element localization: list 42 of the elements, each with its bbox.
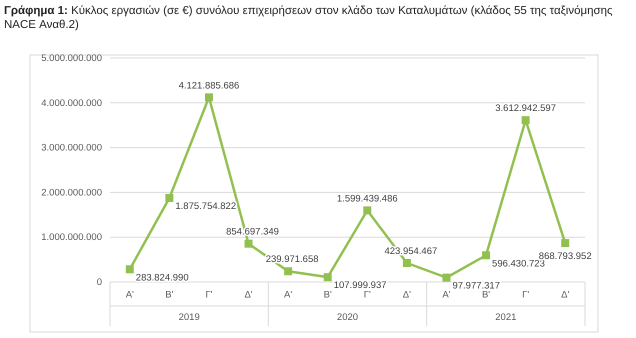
text: 2020 <box>336 312 358 323</box>
data-label: 596.430.723 <box>492 258 545 270</box>
y-tick-label: 4.000.000.000 <box>41 98 102 109</box>
point <box>244 240 253 248</box>
data-label: 1.599.439.486 <box>336 193 398 204</box>
x-tick-label: Γ' <box>522 290 530 301</box>
x-tick-label: Α' <box>442 290 451 301</box>
y-tick-label: 5.000.000.000 <box>41 53 102 64</box>
point <box>126 265 134 274</box>
point <box>204 93 213 102</box>
x-tick-label: Α' <box>126 290 134 301</box>
data-label: 4.121.885.686 <box>178 80 240 92</box>
y-tick-label: 1.000.000.000 <box>41 232 102 244</box>
data-label: 283.824.990 <box>136 272 189 284</box>
text: 2021 <box>495 312 516 323</box>
x-tick-label: Γ' <box>205 290 213 301</box>
x-tick-label: Δ' <box>402 290 412 301</box>
text: 2019 <box>178 312 200 323</box>
x-tick-label: Β' <box>324 290 332 301</box>
point <box>561 239 570 248</box>
data-label: 3.612.942.597 <box>495 103 556 114</box>
x-tick-label: Γ' <box>364 290 371 301</box>
y-tick-label: 2.000.000.000 <box>41 187 102 198</box>
point <box>363 206 372 214</box>
point <box>165 194 174 202</box>
point <box>324 273 332 282</box>
point <box>522 116 530 124</box>
data-label: 1.875.754.822 <box>175 200 236 212</box>
x-tick-label: Δ' <box>561 290 570 301</box>
y-tick-label: 0 <box>96 277 102 288</box>
x-tick-label: Δ' <box>244 290 253 301</box>
x-tick-label: Β' <box>165 290 174 301</box>
point <box>402 259 411 268</box>
data-label: 97.977.317 <box>452 280 500 292</box>
chart-title: Γράφημα 1: Κύκλος εργασιών (σε €) συνόλου επιχειρήσεων στον κλάδο των Καταλυμάτων (κλάδος 55 της ταξινόμησης NACE Αναθ.2) <box>4 5 614 31</box>
point <box>284 267 292 276</box>
x-tick-label: Β' <box>482 290 490 301</box>
y-tick-label: 3.000.000.000 <box>41 142 102 154</box>
data-label: 107.999.937 <box>334 280 387 292</box>
point <box>442 274 450 282</box>
x-tick-label: Α' <box>284 290 292 301</box>
point <box>482 251 490 260</box>
